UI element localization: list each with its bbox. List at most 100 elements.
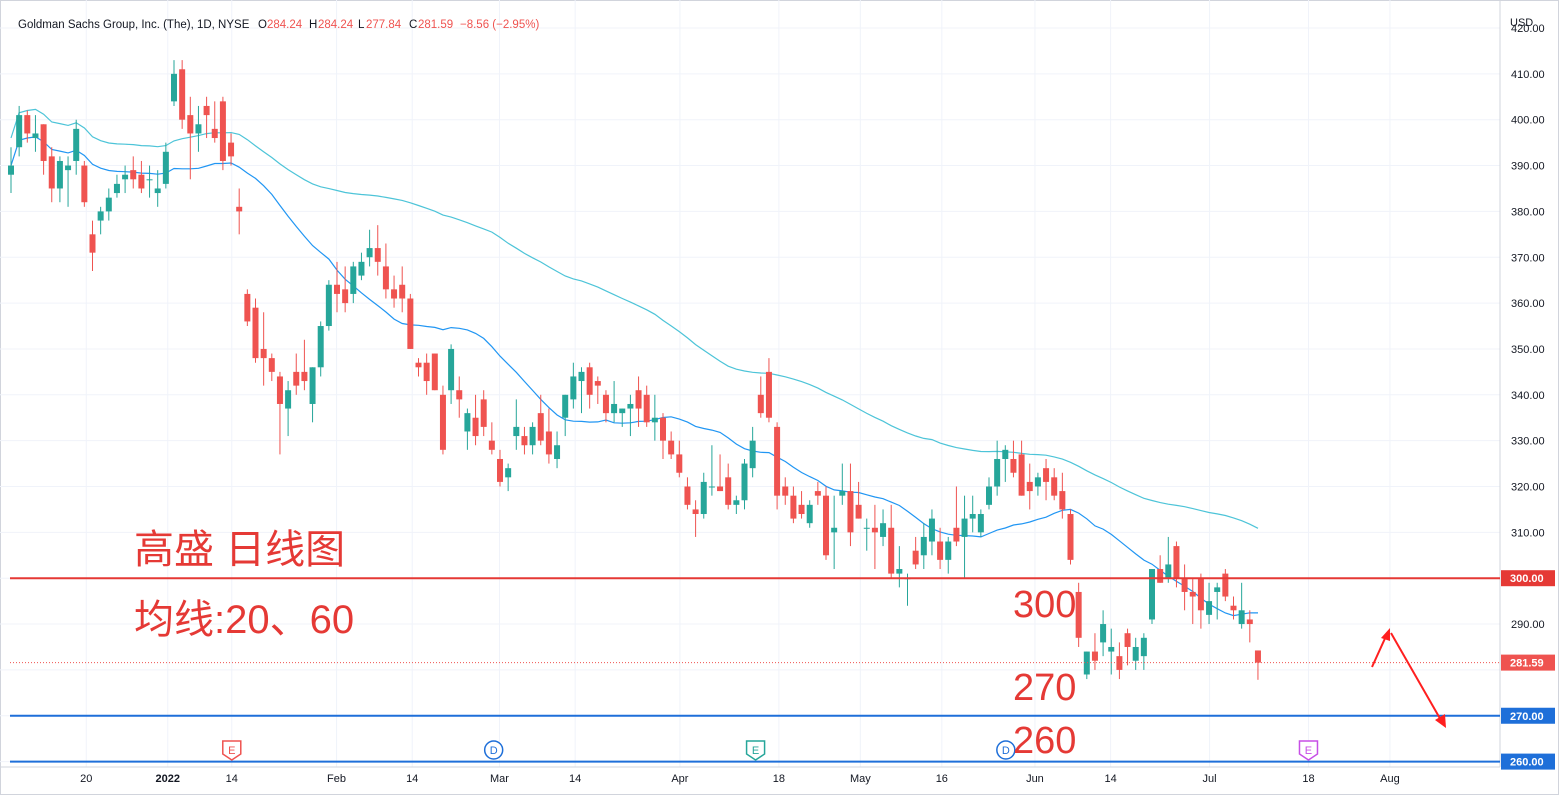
dividend-marker: D	[996, 740, 1016, 760]
candle	[986, 477, 992, 510]
price-badge	[1501, 707, 1555, 724]
candle-body	[480, 399, 487, 427]
candle	[1010, 440, 1017, 478]
candle-body	[219, 101, 226, 161]
candle	[317, 321, 324, 377]
candle-body	[537, 413, 544, 441]
price-tick-label: 370.00	[1511, 252, 1545, 264]
candle-body	[806, 504, 813, 524]
candle	[562, 394, 569, 437]
candle-body	[660, 417, 666, 441]
candle	[1083, 651, 1090, 680]
candle	[888, 504, 895, 579]
candle	[456, 376, 463, 418]
price-tick-label: 360.00	[1511, 298, 1545, 310]
candle-body	[130, 170, 137, 180]
candle	[505, 463, 512, 492]
candle	[855, 481, 862, 519]
candle-body	[986, 486, 992, 505]
price-tick-label: 380.00	[1511, 206, 1545, 218]
candles	[8, 60, 1261, 680]
candle	[325, 280, 332, 331]
candle-body	[945, 541, 952, 560]
candle	[529, 422, 536, 455]
candle-body	[8, 165, 14, 175]
price-tick-label: 350.00	[1511, 344, 1545, 356]
candle-body	[65, 165, 72, 171]
candle-body	[961, 518, 968, 537]
candle	[594, 376, 601, 404]
time-tick-label: 14	[1104, 773, 1116, 785]
candle-body	[342, 289, 349, 304]
candle-body	[1124, 633, 1131, 647]
candle	[342, 266, 349, 313]
candle	[1018, 440, 1025, 496]
candle	[847, 463, 854, 547]
candle-body	[627, 403, 634, 409]
candle-body	[146, 179, 153, 181]
earnings-marker: E	[745, 740, 766, 761]
candle-body	[40, 124, 47, 161]
candle-body	[89, 234, 96, 253]
candle	[374, 225, 381, 276]
candle-body	[749, 440, 756, 469]
candle	[863, 518, 870, 551]
candle	[700, 472, 707, 519]
time-axis[interactable]: 20 2022 14 Feb 14 Mar 14 Apr 18 May 16 Jun 14 Jul 18 Au…	[80, 773, 1400, 785]
price-tick-label: 310.00	[1511, 527, 1545, 539]
candle-body	[529, 426, 536, 446]
candle-body	[643, 394, 650, 423]
time-tick-label: 16	[936, 773, 948, 785]
event-marker-letter: D	[490, 745, 498, 757]
candle	[73, 119, 80, 175]
candle-body	[912, 550, 919, 565]
time-tick-label: 18	[773, 773, 785, 785]
annotation-level-300: 300	[1013, 584, 1076, 626]
candle-body	[1197, 578, 1204, 611]
candle	[765, 358, 772, 423]
candle	[928, 509, 935, 556]
arrow-up-head	[1381, 628, 1390, 641]
candle	[236, 188, 243, 235]
candle	[814, 481, 821, 505]
candle-body	[113, 183, 120, 194]
candle	[513, 399, 520, 450]
price-tick-label: 340.00	[1511, 390, 1545, 402]
time-tick-label: Apr	[671, 773, 688, 785]
candle	[782, 477, 789, 505]
candle	[448, 344, 455, 404]
candle-body	[1067, 514, 1074, 560]
candle-body	[717, 486, 724, 492]
candle-body	[1222, 573, 1229, 597]
candle-body	[276, 376, 283, 404]
candle	[382, 243, 389, 299]
candle-body	[928, 518, 935, 542]
candle-body	[1206, 601, 1213, 615]
candle-body	[162, 151, 169, 184]
symbol-title: Goldman Sachs Group, Inc. (The), 1D, NYS…	[18, 19, 250, 31]
candle	[1254, 650, 1261, 680]
candle	[122, 165, 129, 194]
candle	[81, 160, 88, 207]
candle-body	[48, 156, 55, 189]
candle	[537, 394, 544, 446]
candle-body	[317, 326, 324, 368]
candle	[1206, 582, 1213, 625]
candle-body	[1002, 449, 1009, 459]
candle-body	[774, 426, 781, 496]
candle-body	[211, 128, 218, 139]
time-tick-label: 2022	[156, 773, 180, 785]
ma60-line	[10, 108, 1259, 529]
candle	[937, 527, 944, 570]
ma20-line	[10, 136, 1259, 617]
price-axis[interactable]: 290.00 310.00 320.00 330.00 340.00 350.00 360.…	[1501, 23, 1555, 770]
candle-body	[472, 417, 479, 437]
annotation-level-260: 260	[1013, 720, 1076, 762]
candle	[97, 206, 104, 235]
candle	[749, 426, 756, 478]
candle-body	[1083, 651, 1090, 675]
time-tick-label: Jul	[1203, 773, 1217, 785]
candle-body	[334, 284, 340, 294]
candle	[570, 362, 577, 409]
